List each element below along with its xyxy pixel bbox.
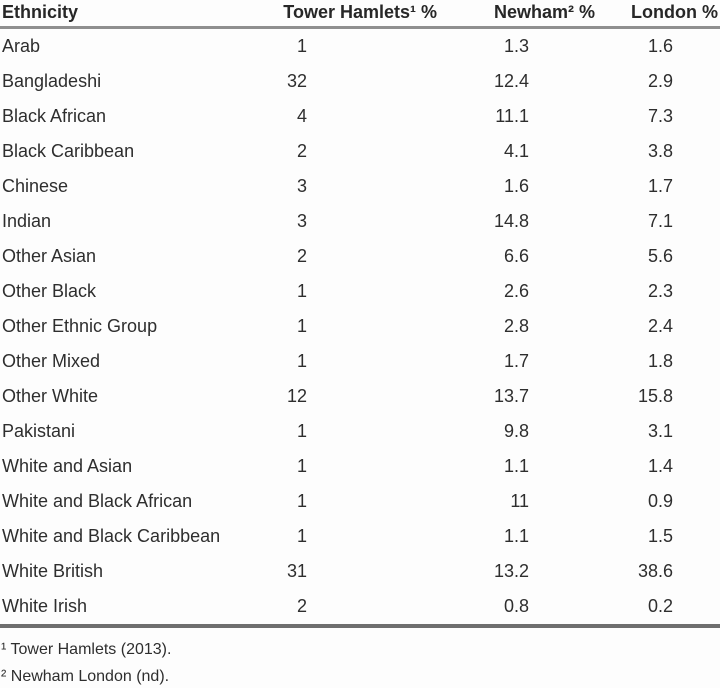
footnote-tower-hamlets: ¹ Tower Hamlets (2013). [1, 641, 172, 658]
newham-cell: 2.8 [503, 316, 529, 336]
table-row: Chinese 3 1.6 1.7 [0, 169, 720, 204]
ethnicity-cell: Bangladeshi [2, 71, 102, 91]
tower-hamlets-cell: 32 [286, 71, 307, 91]
ethnicity-cell: Black Caribbean [2, 141, 135, 161]
london-cell: 2.9 [647, 71, 673, 91]
london-cell: 1.6 [647, 36, 673, 56]
london-cell: 1.8 [647, 351, 673, 371]
tower-hamlets-cell: 2 [283, 589, 437, 628]
newham-cell: 14.8 [493, 211, 529, 231]
footnote-newham: ² Newham London (nd). [1, 668, 170, 685]
tower-hamlets-cell: 1 [296, 491, 307, 511]
tower-hamlets-cell: 1 [296, 36, 307, 56]
column-header-newham: Newham² % [437, 0, 595, 29]
ethnicity-cell: Other Asian [2, 246, 97, 266]
london-cell: 7.3 [647, 106, 673, 126]
tower-hamlets-cell: 2 [296, 246, 307, 266]
table-header: Ethnicity Tower Hamlets¹ % Newham² % Lon… [0, 0, 720, 29]
table-row: White and Black Caribbean 1 1.1 1.5 [0, 519, 720, 554]
newham-cell: 1.1 [503, 456, 529, 476]
london-cell: 15.8 [637, 386, 673, 406]
tower-hamlets-cell: 1 [296, 421, 307, 441]
london-cell: 0.2 [595, 589, 720, 628]
table-row: Bangladeshi 32 12.4 2.9 [0, 64, 720, 99]
newham-cell: 9.8 [503, 421, 529, 441]
ethnicity-cell: Pakistani [2, 421, 76, 441]
ethnicity-cell: Arab [2, 36, 41, 56]
newham-cell: 13.7 [493, 386, 529, 406]
newham-cell: 2.6 [503, 281, 529, 301]
column-header-ethnicity: Ethnicity [0, 0, 283, 29]
newham-cell: 11.1 [495, 106, 529, 126]
table-row: White and Asian 1 1.1 1.4 [0, 449, 720, 484]
table-row: White British 31 13.2 38.6 [0, 554, 720, 589]
table-row: Other Asian 2 6.6 5.6 [0, 239, 720, 274]
table-row: Indian 3 14.8 7.1 [0, 204, 720, 239]
table-row: Pakistani 1 9.8 3.1 [0, 414, 720, 449]
table-row: White Irish 2 0.8 0.2 [0, 589, 720, 628]
tower-hamlets-cell: 1 [296, 526, 307, 546]
newham-cell: 12.4 [493, 71, 529, 91]
newham-cell: 1.3 [503, 36, 529, 56]
ethnicity-cell: Other Black [2, 281, 97, 301]
newham-cell: 1.1 [503, 526, 529, 546]
newham-cell: 4.1 [503, 141, 529, 161]
london-cell: 2.4 [647, 316, 673, 336]
ethnicity-cell: Black African [2, 106, 107, 126]
ethnicity-table: Ethnicity Tower Hamlets¹ % Newham² % Lon… [0, 0, 720, 628]
london-cell: 2.3 [647, 281, 673, 301]
tower-hamlets-cell: 4 [296, 106, 307, 126]
london-cell: 3.1 [647, 421, 673, 441]
column-header-tower-hamlets: Tower Hamlets¹ % [283, 0, 437, 29]
london-cell: 7.1 [647, 211, 673, 231]
newham-cell: 0.8 [437, 589, 595, 628]
newham-cell: 11 [510, 491, 529, 511]
newham-cell: 6.6 [503, 246, 529, 266]
table-row: Other Mixed 1 1.7 1.8 [0, 344, 720, 379]
tower-hamlets-cell: 12 [286, 386, 307, 406]
newham-cell: 13.2 [493, 561, 529, 581]
table-row: Black Caribbean 2 4.1 3.8 [0, 134, 720, 169]
london-cell: 5.6 [647, 246, 673, 266]
tower-hamlets-cell: 1 [296, 316, 307, 336]
ethnicity-cell: White British [2, 561, 104, 581]
ethnicity-cell: White and Black African [2, 491, 193, 511]
tower-hamlets-cell: 3 [296, 211, 307, 231]
newham-cell: 1.7 [503, 351, 529, 371]
tower-hamlets-cell: 2 [296, 141, 307, 161]
london-cell: 1.4 [647, 456, 673, 476]
ethnicity-cell: White and Black Caribbean [2, 526, 221, 546]
table-row: Other White 12 13.7 15.8 [0, 379, 720, 414]
tower-hamlets-cell: 1 [296, 281, 307, 301]
tower-hamlets-cell: 3 [296, 176, 307, 196]
london-cell: 38.6 [637, 561, 673, 581]
table-header-row: Ethnicity Tower Hamlets¹ % Newham² % Lon… [0, 0, 720, 29]
tower-hamlets-cell: 1 [296, 456, 307, 476]
table-row: Black African 4 11.1 7.3 [0, 99, 720, 134]
table-body: Arab 1 1.3 1.6 Bangladeshi 32 12.4 2.9 B… [0, 28, 720, 628]
london-cell: 3.8 [647, 141, 673, 161]
ethnicity-cell: Chinese [2, 176, 69, 196]
column-header-london: London % [595, 0, 720, 29]
ethnicity-cell: Other Mixed [2, 351, 101, 371]
ethnicity-cell: Other White [2, 386, 99, 406]
table-row: White and Black African 1 11 0.9 [0, 484, 720, 519]
tower-hamlets-cell: 31 [286, 561, 307, 581]
newham-cell: 1.6 [503, 176, 529, 196]
london-cell: 0.9 [647, 491, 673, 511]
tower-hamlets-cell: 1 [296, 351, 307, 371]
table-row: Arab 1 1.3 1.6 [0, 28, 720, 65]
london-cell: 1.5 [647, 526, 673, 546]
table-row: Other Black 1 2.6 2.3 [0, 274, 720, 309]
ethnicity-cell: White and Asian [2, 456, 133, 476]
ethnicity-cell: Indian [2, 211, 52, 231]
table-row: Other Ethnic Group 1 2.8 2.4 [0, 309, 720, 344]
ethnicity-cell: White Irish [0, 589, 283, 628]
table-footnotes: ¹ Tower Hamlets (2013). ² Newham London … [0, 628, 720, 686]
london-cell: 1.7 [647, 176, 673, 196]
ethnicity-cell: Other Ethnic Group [2, 316, 158, 336]
